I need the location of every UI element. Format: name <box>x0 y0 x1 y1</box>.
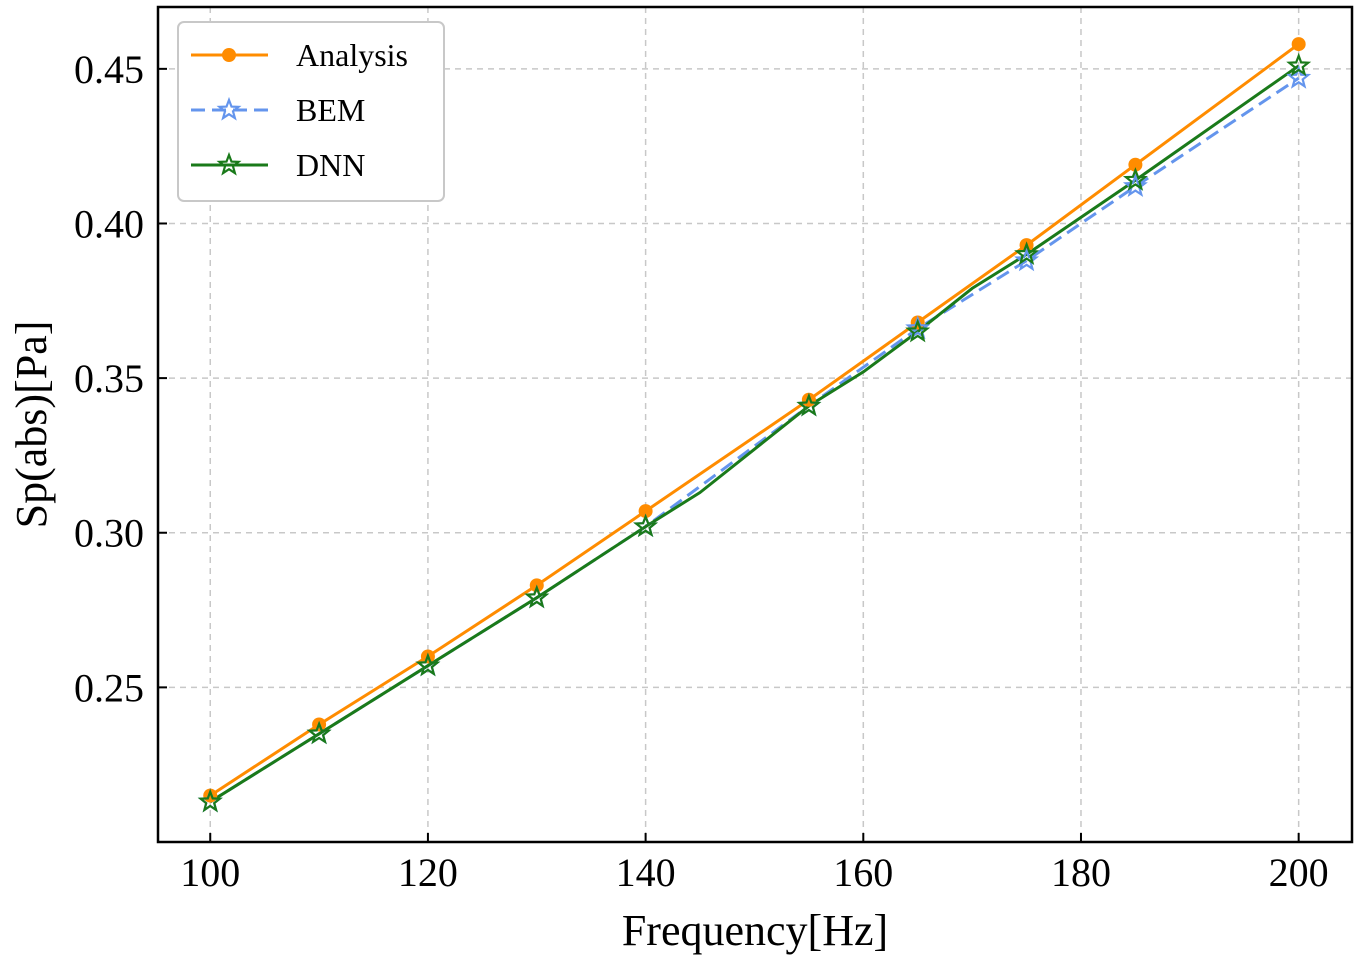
x-axis-title: Frequency[Hz] <box>622 906 888 955</box>
y-tick-label: 0.30 <box>74 511 144 556</box>
data-point-dnn <box>1122 167 1148 191</box>
y-tick-label: 0.40 <box>74 201 144 246</box>
y-tick-label: 0.25 <box>74 665 144 710</box>
data-point-bem <box>1122 173 1148 198</box>
legend-label-dnn: DNN <box>296 147 365 183</box>
legend-label-analysis: Analysis <box>296 37 408 73</box>
data-point-dnn <box>1286 52 1312 77</box>
data-point-bem <box>1014 247 1040 272</box>
x-tick-label: 140 <box>616 850 676 895</box>
legend-marker-bem <box>216 96 242 121</box>
data-point-analysis <box>1291 37 1306 52</box>
legend: Analysis BEM DNN <box>177 21 445 202</box>
x-tick-label: 120 <box>398 850 458 895</box>
x-tick-label: 200 <box>1269 850 1329 895</box>
data-point-dnn <box>905 318 931 343</box>
data-point-dnn <box>1014 241 1040 266</box>
y-tick-label: 0.45 <box>74 47 144 92</box>
x-tick-label: 160 <box>833 850 893 895</box>
data-point-dnn <box>796 392 822 417</box>
legend-label-bem: BEM <box>296 92 365 128</box>
data-point-dnn <box>415 652 441 677</box>
data-point-dnn <box>306 720 332 745</box>
data-point-dnn <box>633 513 659 538</box>
series-line-analysis <box>209 42 1300 797</box>
data-point-analysis <box>1128 157 1143 172</box>
data-point-dnn <box>524 584 550 609</box>
legend-marker-analysis <box>222 48 236 62</box>
x-tick-label: 180 <box>1051 850 1111 895</box>
axis-ticks: 100 120 140 160 180 200 0.25 0.30 0.35 0.40 0.45 <box>74 47 1329 895</box>
data-point-analysis <box>638 504 653 519</box>
x-tick-label: 100 <box>180 850 240 895</box>
legend-box <box>177 21 445 202</box>
y-axis-title: Sp(abs)[Pa] <box>7 321 56 529</box>
plot-frame <box>156 5 1354 844</box>
data-point-dnn <box>197 788 223 813</box>
legend-marker-dnn <box>216 151 242 176</box>
y-tick-label: 0.35 <box>74 356 144 401</box>
data-series <box>197 37 1312 813</box>
data-point-bem <box>905 315 931 340</box>
